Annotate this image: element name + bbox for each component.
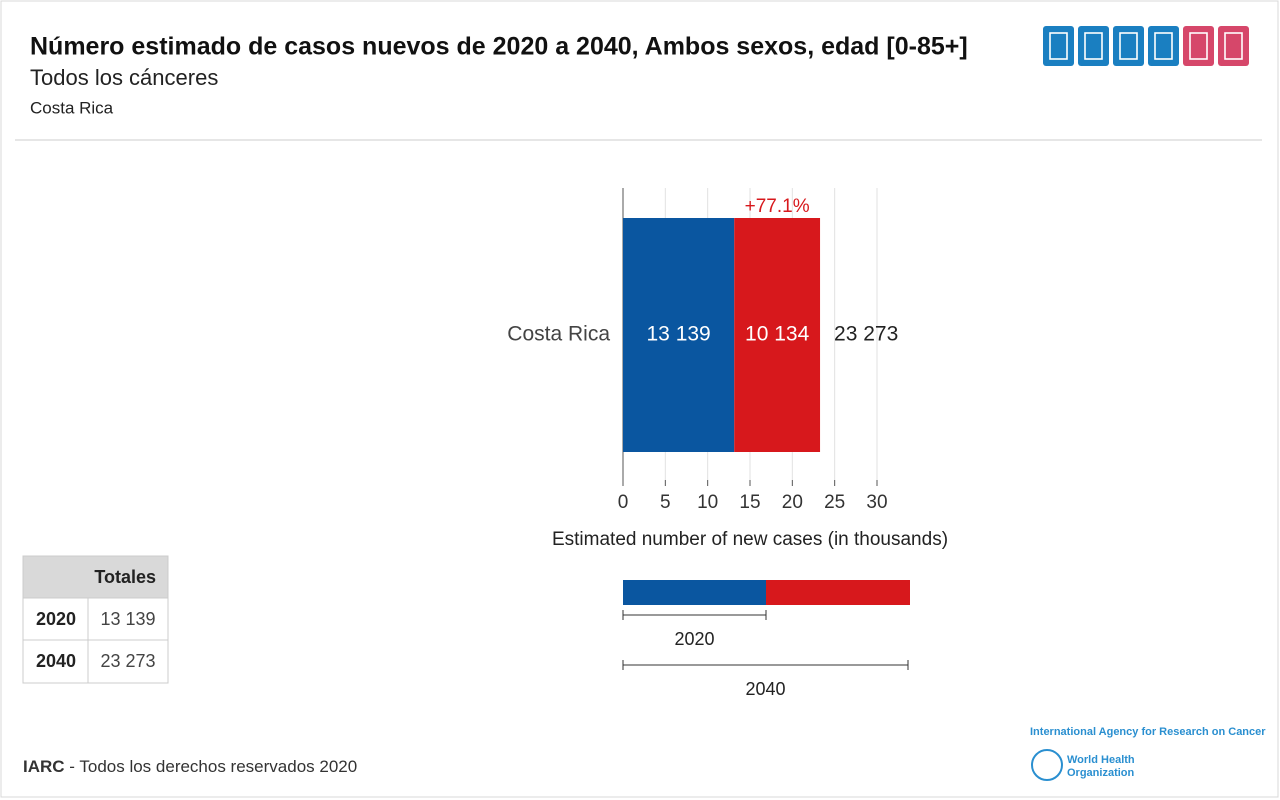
footer-rights: - Todos los derechos reservados 2020 <box>65 757 358 776</box>
export-xls[interactable] <box>1218 26 1249 66</box>
icon <box>1049 32 1068 60</box>
bar-segment <box>734 218 821 452</box>
x-tick-label: 10 <box>697 492 718 513</box>
table-cell: 23 273 <box>100 651 155 671</box>
legend-swatch <box>766 580 910 605</box>
y-tick-label: Costa Rica <box>507 323 610 346</box>
title: Número estimado de casos nuevos de 2020 … <box>30 33 968 61</box>
icon <box>1119 32 1138 60</box>
footer: IARC - Todos los derechos reservados 202… <box>23 757 357 776</box>
who-logo <box>1031 749 1063 781</box>
x-tick-label: 0 <box>618 492 629 513</box>
export-csv[interactable] <box>1183 26 1214 66</box>
export-pdf[interactable] <box>1078 26 1109 66</box>
table-cell: 2020 <box>36 609 76 629</box>
table-header-bg <box>23 556 168 598</box>
value-label: 13 139 <box>647 323 711 346</box>
export-html[interactable] <box>1148 26 1179 66</box>
x-tick-label: 5 <box>660 492 671 513</box>
legend-label: 2020 <box>674 629 714 649</box>
who-text: Organization <box>1067 767 1135 779</box>
icon <box>1084 32 1103 60</box>
table-border <box>22 555 169 684</box>
footer-org: IARC <box>23 757 65 776</box>
x-tick-label: 15 <box>739 492 760 513</box>
logo-text: International Agency for Research on Can… <box>1030 726 1266 738</box>
total-label: 23 273 <box>834 323 898 346</box>
value-label: 10 134 <box>745 323 810 346</box>
table-header: Totales <box>94 567 156 587</box>
population: Costa Rica <box>30 98 114 117</box>
bar-segment <box>623 218 735 452</box>
annotation: +77.1% <box>745 196 810 217</box>
icon <box>1154 32 1173 60</box>
x-tick-label: 25 <box>824 492 845 513</box>
x-tick-label: 20 <box>782 492 803 513</box>
who-text: World Health <box>1067 754 1135 766</box>
legend-label: 2040 <box>745 679 785 699</box>
x-tick-label: 30 <box>866 492 887 513</box>
icon <box>1189 32 1208 60</box>
export-png[interactable] <box>1043 26 1074 66</box>
export-buttons <box>1043 26 1249 66</box>
subtitle: Todos los cánceres <box>30 65 218 90</box>
table-cell: 13 139 <box>100 609 155 629</box>
icon <box>1224 32 1243 60</box>
export-ppt[interactable] <box>1113 26 1144 66</box>
legend-swatch <box>623 580 766 605</box>
x-axis-label: Estimated number of new cases (in thousa… <box>552 529 948 550</box>
table-cell: 2040 <box>36 651 76 671</box>
